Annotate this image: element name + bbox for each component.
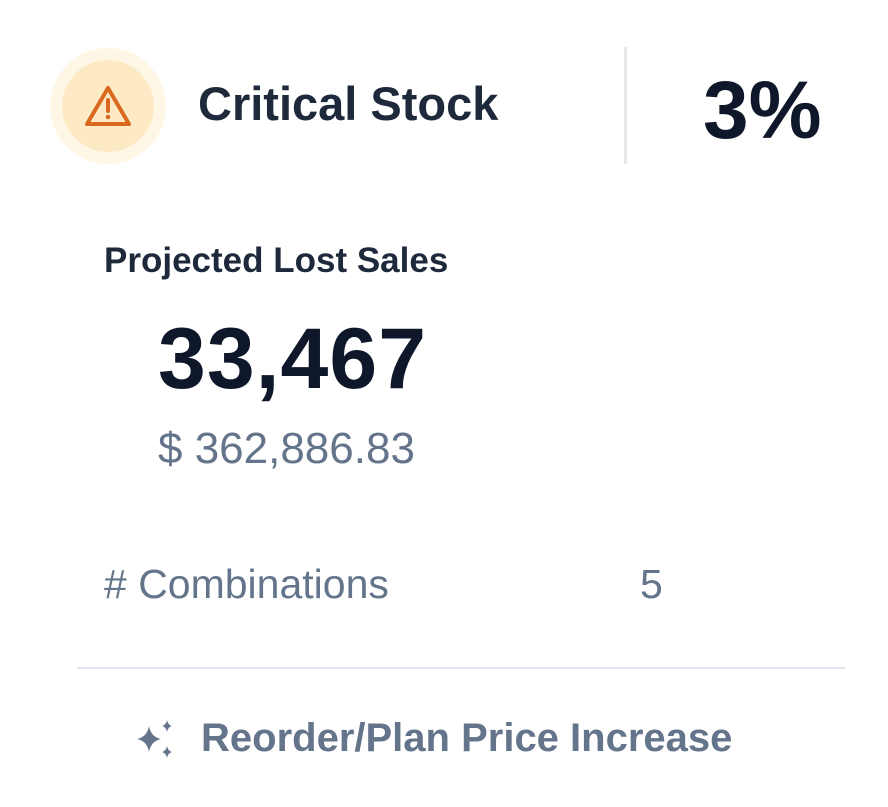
warning-badge	[50, 48, 166, 164]
action-label: Reorder/Plan Price Increase	[201, 716, 733, 760]
critical-percentage: 3%	[703, 65, 822, 156]
sparkles-icon	[137, 719, 172, 758]
projected-lost-amount: $ 362,886.83	[158, 424, 415, 473]
combinations-value: 5	[640, 561, 663, 607]
horizontal-divider	[77, 667, 845, 669]
projected-lost-units: 33,467	[158, 311, 428, 407]
combinations-label: # Combinations	[104, 561, 389, 607]
reorder-plan-price-increase-button[interactable]: Reorder/Plan Price Increase	[135, 716, 732, 761]
vertical-divider	[624, 47, 627, 164]
projected-lost-sales-label: Projected Lost Sales	[104, 241, 449, 280]
warning-badge-inner	[62, 60, 154, 152]
warning-triangle-icon	[85, 86, 131, 126]
card-title: Critical Stock	[198, 77, 499, 130]
